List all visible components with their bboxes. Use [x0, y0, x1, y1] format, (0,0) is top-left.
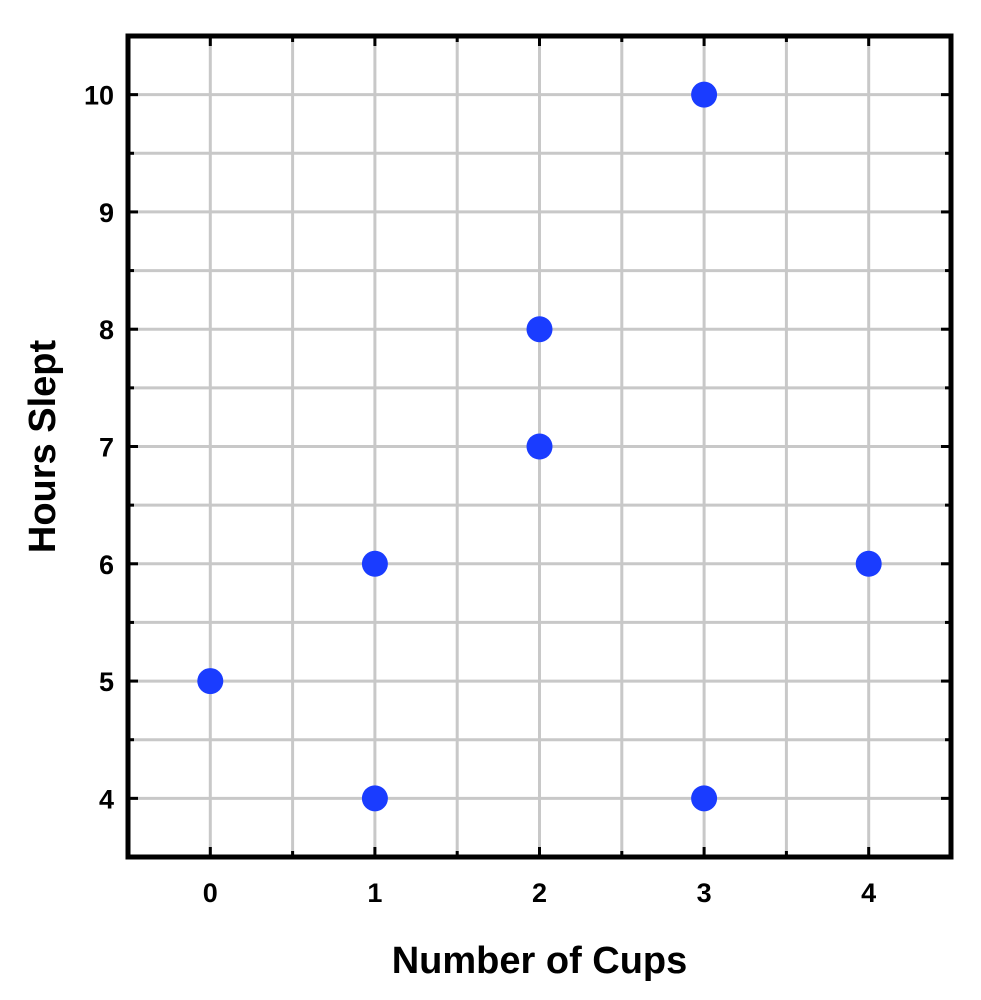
- plot-frame: [125, 33, 954, 860]
- data-point: [526, 433, 553, 460]
- y-axis-title: Hours Slept: [22, 340, 64, 554]
- data-point: [855, 550, 882, 577]
- y-tick-label: 6: [99, 550, 114, 580]
- y-tick-label: 8: [99, 315, 114, 345]
- y-tick-label: 10: [84, 81, 114, 111]
- y-tick-labels: 4 5 6 7 8 9 10: [84, 81, 114, 815]
- x-tick-label: 4: [861, 878, 876, 908]
- y-tick-label: 4: [99, 784, 114, 814]
- y-tick-label: 5: [99, 667, 114, 697]
- data-point: [691, 785, 718, 812]
- data-point: [691, 81, 718, 108]
- y-tick-label: 7: [99, 433, 114, 463]
- x-tick-labels: 0 1 2 3 4: [203, 878, 876, 908]
- data-points: [197, 81, 882, 812]
- y-tick-label: 9: [99, 198, 114, 228]
- x-tick-label: 0: [203, 878, 218, 908]
- x-tick-label: 3: [697, 878, 712, 908]
- data-point: [361, 550, 388, 577]
- x-axis-title: Number of Cups: [392, 940, 688, 982]
- data-point: [197, 668, 224, 695]
- x-tick-label: 2: [532, 878, 547, 908]
- x-tick-label: 1: [367, 878, 382, 908]
- data-point: [361, 785, 388, 812]
- data-point: [526, 316, 553, 343]
